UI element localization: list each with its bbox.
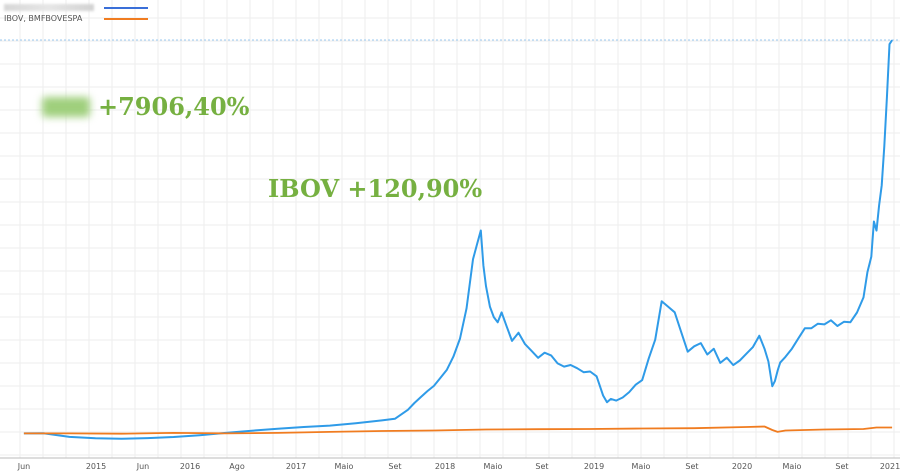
x-tick-label: Ago xyxy=(229,462,245,471)
grid xyxy=(0,0,900,459)
x-tick-label: Jun xyxy=(17,462,31,471)
series-lines xyxy=(23,39,893,440)
annotation-btc-gain: +7906,40% xyxy=(42,92,249,121)
legend-name-ibov: IBOV, BMFBOVESPA xyxy=(4,14,83,23)
x-tick-label: Set xyxy=(388,462,401,471)
legend-name-obscured xyxy=(4,4,94,11)
legend-entry-2: IBOV, BMFBOVESPA xyxy=(4,13,148,24)
annotation-label-obscured xyxy=(42,97,90,117)
legend-entry-1 xyxy=(4,2,148,13)
x-tick-label: 2017 xyxy=(286,462,306,471)
legend-swatch-1 xyxy=(104,6,148,9)
x-tick-label: Maio xyxy=(632,462,651,471)
x-tick-label: 2018 xyxy=(435,462,455,471)
x-tick-label: 2019 xyxy=(584,462,604,471)
series-line-2 xyxy=(23,425,893,435)
x-tick-label: Maio xyxy=(484,462,503,471)
x-tick-label: 2020 xyxy=(732,462,752,471)
legend: IBOV, BMFBOVESPA xyxy=(4,2,148,24)
x-tick-label: Jun xyxy=(136,462,150,471)
x-tick-label: 2016 xyxy=(180,462,200,471)
legend-swatch-2 xyxy=(104,17,148,20)
x-tick-label: Set xyxy=(685,462,698,471)
x-tick-label: Set xyxy=(535,462,548,471)
x-tick-label: 2015 xyxy=(86,462,106,471)
x-tick-label: Maio xyxy=(783,462,802,471)
annotation-btc-value: +7906,40% xyxy=(98,92,250,121)
x-tick-label: 2021 xyxy=(880,462,900,471)
x-tick-label: Set xyxy=(835,462,848,471)
x-axis-ticks: Jun 2015 Jun 2016 Ago 2017 Maio Set 2018 Maio Set 2… xyxy=(17,462,900,471)
x-tick-label: Maio xyxy=(335,462,354,471)
series-line-1 xyxy=(23,39,893,440)
annotation-ibov-gain: IBOV +120,90% xyxy=(268,174,483,203)
